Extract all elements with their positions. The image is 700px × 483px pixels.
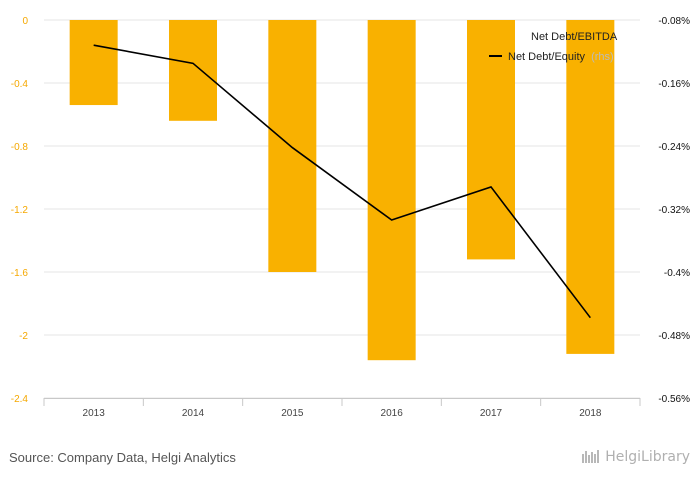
line-net-debt-equity — [93, 44, 591, 319]
x-tick-label-2013: 2013 — [83, 408, 106, 419]
y-right-tick-label-1: -0.16% — [658, 79, 690, 90]
svg-text:Net Debt/Equity (rhs: Net Debt/Equity (rhs) — [508, 51, 614, 63]
y-left-tick-label-1: -0.4 — [11, 79, 29, 90]
y-right-tick-label-4: -0.4% — [664, 268, 690, 279]
bar-2017 — [467, 20, 515, 260]
legend-item-bar[interactable]: Net Debt/EBITDA — [531, 31, 618, 43]
gridlines — [44, 19, 640, 399]
y-right-tick-label-6: -0.56% — [658, 394, 690, 405]
y-left-tick-label-6: -2.4 — [11, 394, 29, 405]
y-left-tick-label-5: -2 — [19, 331, 28, 342]
source-note: Source: Company Data, Helgi Analytics — [9, 450, 236, 465]
x-tick-label-2014: 2014 — [182, 408, 205, 419]
y-left-tick-label-0: 0 — [22, 16, 28, 27]
x-tick-label-2017: 2017 — [480, 408, 503, 419]
bar-2014 — [169, 20, 217, 121]
y-right-tick-label-2: -0.24% — [658, 142, 690, 153]
y-right-tick-label-3: -0.32% — [658, 205, 690, 216]
x-tick-label-2018: 2018 — [579, 408, 602, 419]
brand-logo[interactable]: HelgiLibrary — [581, 449, 690, 465]
bar-2016 — [367, 20, 416, 361]
legend-label-line: Net Debt/Equity — [508, 51, 586, 63]
library-icon — [581, 450, 599, 463]
bar-2013 — [69, 20, 118, 106]
x-tick-label-2016: 2016 — [381, 408, 404, 419]
bar-series — [69, 20, 615, 361]
line-series — [93, 44, 591, 319]
y-left-tick-label-2: -0.8 — [11, 142, 29, 153]
x-axis: 2013 2014 2015 2016 2017 2018 — [43, 398, 641, 419]
right-y-axis: -0.08% -0.16% -0.24% -0.32% -0.4% -0.48% -0.56… — [658, 16, 690, 405]
legend[interactable]: Net Debt/EBITDA Net Debt/Equity (rhs) — [489, 31, 618, 63]
left-y-axis: 0 -0.4 -0.8 -1.2 -1.6 -2 -2.4 — [11, 16, 29, 405]
legend-rhs-note: (rhs) — [591, 51, 614, 63]
bar-2018 — [566, 20, 615, 354]
y-right-tick-label-0: -0.08% — [658, 16, 690, 27]
y-left-tick-label-3: -1.2 — [11, 205, 29, 216]
legend-label-bar: Net Debt/EBITDA — [531, 31, 618, 43]
x-tick-label-2015: 2015 — [281, 408, 304, 419]
bar-2015 — [268, 20, 317, 272]
brand-name: HelgiLibrary — [605, 449, 690, 465]
legend-item-line[interactable]: Net Debt/Equity (rhs) — [489, 51, 614, 63]
y-right-tick-label-5: -0.48% — [658, 331, 690, 342]
y-left-tick-label-4: -1.6 — [11, 268, 29, 279]
